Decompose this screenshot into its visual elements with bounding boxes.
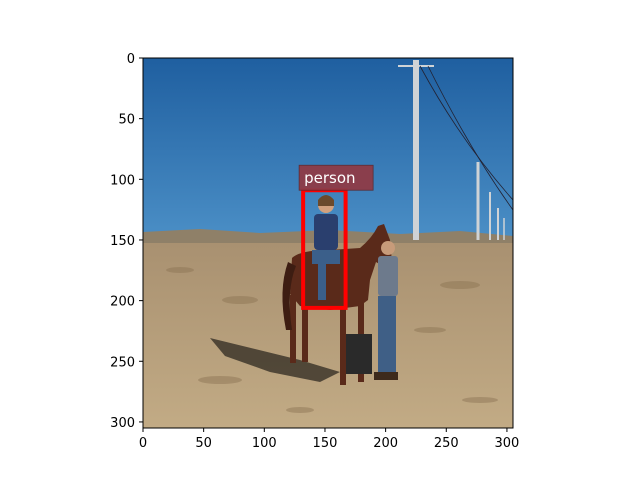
- y-tick-label: 200: [110, 295, 135, 310]
- shadow: [210, 338, 340, 382]
- y-tick-label: 0: [127, 52, 135, 67]
- x-axis: 0 50 100 150 200 250 300: [139, 428, 519, 451]
- x-tick-label: 250: [434, 436, 459, 451]
- axes-frame: [142, 57, 514, 429]
- x-tick-label: 200: [373, 436, 398, 451]
- rider: [312, 195, 340, 300]
- y-tick-label: 250: [110, 355, 135, 370]
- y-tick-label: 300: [110, 416, 135, 431]
- detections-layer: person: [298, 164, 374, 310]
- x-tick-label: 50: [195, 436, 212, 451]
- y-tick-label: 100: [110, 173, 135, 188]
- y-tick-label: 150: [110, 234, 135, 249]
- y-axis: 0 50 100 150 200 250 300: [110, 52, 143, 431]
- x-tick-label: 150: [313, 436, 338, 451]
- ground-texture: [166, 267, 498, 413]
- x-tick-label: 300: [495, 436, 520, 451]
- x-tick-label: 100: [252, 436, 277, 451]
- cooler: [346, 334, 372, 374]
- photo: [143, 58, 513, 428]
- y-tick-label: 50: [118, 113, 135, 128]
- standing-person: [374, 241, 398, 380]
- detection-label-background: [298, 164, 374, 191]
- power-poles: [398, 60, 513, 240]
- x-tick-label: 0: [139, 436, 147, 451]
- detection-label: person: [304, 169, 355, 187]
